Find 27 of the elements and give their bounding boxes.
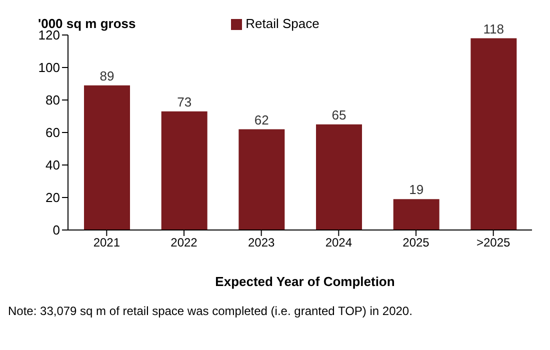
y-tick-label: 0 <box>52 222 60 238</box>
data-label: 19 <box>409 182 424 198</box>
data-label: 65 <box>332 107 346 122</box>
bar <box>161 111 208 230</box>
data-label: 73 <box>177 94 192 110</box>
x-axis-title: Expected Year of Completion <box>214 274 396 289</box>
bar <box>84 85 130 230</box>
y-tick-label: 100 <box>38 60 60 76</box>
data-label: 62 <box>254 112 269 128</box>
x-tick-label: 2023 <box>248 236 276 250</box>
data-label: 89 <box>100 68 114 84</box>
legend-label: Retail Space <box>246 16 320 31</box>
text: Note: 33,079 sq m of retail space was completed (i.e. granted TOP) in 2020. <box>8 304 412 318</box>
y-tick-label: 80 <box>46 92 60 108</box>
y-tick-label: 20 <box>46 190 60 206</box>
data-label: 118 <box>483 21 504 36</box>
x-tick-label: 2024 <box>325 236 352 250</box>
bar <box>316 124 362 230</box>
x-tick-label: >2025 <box>476 236 511 250</box>
x-tick-label: 2022 <box>170 236 198 250</box>
x-tick-label: 2025 <box>402 236 430 250</box>
y-tick-label: 60 <box>46 125 60 140</box>
x-tick-label: 2021 <box>93 236 120 250</box>
bar <box>393 199 440 230</box>
bar <box>470 38 517 230</box>
y-tick-label: 40 <box>46 158 60 173</box>
bar <box>238 129 285 230</box>
